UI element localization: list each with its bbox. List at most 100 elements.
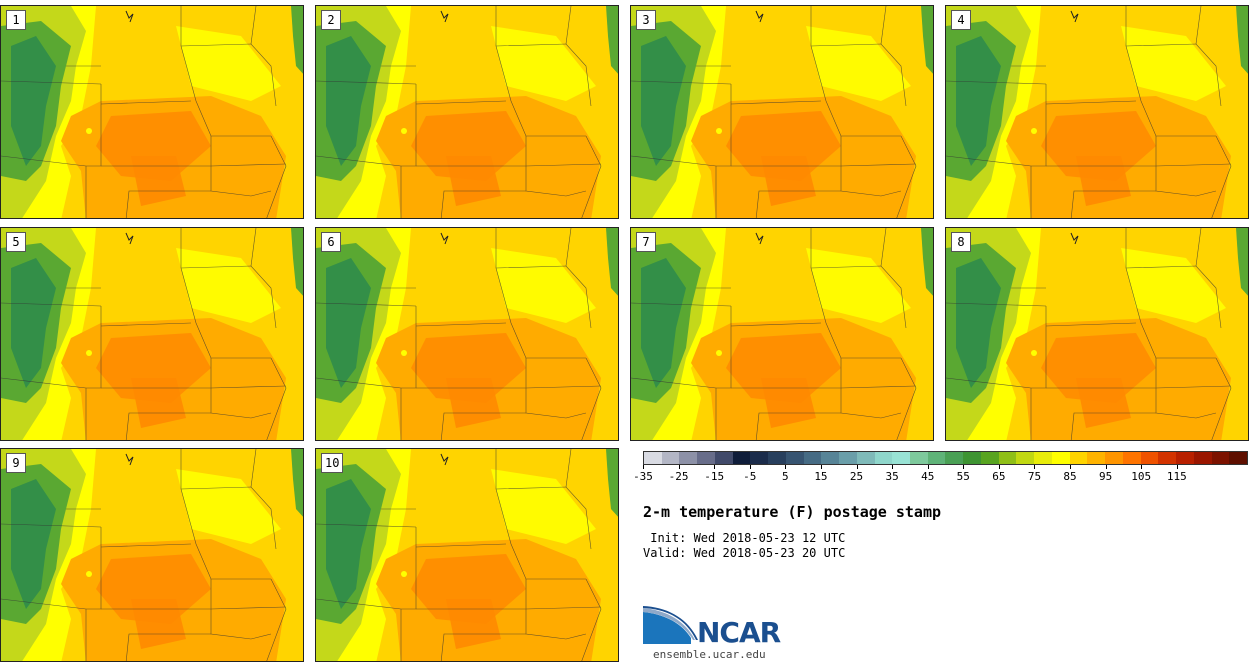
colorbar-tick-label: 55	[956, 470, 970, 483]
colorbar-swatch	[1105, 452, 1123, 464]
colorbar-tick-label: -25	[668, 470, 689, 483]
temperature-map	[316, 228, 618, 440]
colorbar-swatch	[1016, 452, 1035, 464]
temperature-map	[316, 6, 618, 218]
colorbar-swatch	[750, 452, 769, 464]
temperature-map	[946, 228, 1248, 440]
init-time: Init: Wed 2018-05-23 12 UTC	[643, 531, 846, 545]
colorbar-swatch	[945, 452, 964, 464]
colorbar-tick	[963, 465, 965, 469]
colorbar-tick	[856, 465, 858, 469]
colorbar-tick-label: -35	[633, 470, 653, 483]
colorbar-tick-label: 15	[814, 470, 828, 483]
colorbar-swatch	[1034, 452, 1052, 464]
colorbar-tick	[892, 465, 894, 469]
figure-title: 2-m temperature (F) postage stamp	[643, 503, 942, 521]
colorbar-tick-label: 5	[782, 470, 789, 483]
colorbar-swatch	[963, 452, 981, 464]
colorbar-swatch	[1158, 452, 1177, 464]
colorbar-swatch	[1087, 452, 1106, 464]
ensemble-member-map: 7	[630, 227, 934, 441]
member-number-label: 8	[951, 232, 971, 252]
colorbar-swatch	[910, 452, 928, 464]
colorbar-tick-label: 35	[885, 470, 899, 483]
temperature-map	[1, 228, 303, 440]
colorbar-tick-label: 25	[849, 470, 864, 483]
member-number-label: 3	[636, 10, 656, 30]
member-number-label: 6	[321, 232, 341, 252]
colorbar-tick-label: 105	[1131, 470, 1152, 483]
temperature-map	[631, 228, 933, 440]
colorbar-swatch	[785, 452, 804, 464]
colorbar-swatch	[644, 452, 662, 464]
ensemble-member-map: 5	[0, 227, 304, 441]
ncar-wordmark: NCAR	[697, 616, 781, 649]
colorbar-swatch	[732, 452, 751, 464]
ensemble-member-map: 10	[315, 448, 619, 662]
temperature-map	[1, 6, 303, 218]
member-number-label: 4	[951, 10, 971, 30]
ensemble-member-map: 3	[630, 5, 934, 219]
colorbar-swatch	[821, 452, 840, 464]
colorbar-swatch	[1229, 452, 1247, 464]
colorbar-tick-label: 65	[992, 470, 1006, 483]
colorbar-swatch	[803, 452, 822, 464]
member-number-label: 7	[636, 232, 656, 252]
colorbar-swatch	[980, 452, 999, 464]
colorbar-tick	[749, 465, 751, 469]
colorbar-tick	[714, 465, 716, 469]
colorbar-tick-label: 85	[1063, 470, 1077, 483]
ensemble-member-map: 1	[0, 5, 304, 219]
temperature-map	[631, 6, 933, 218]
member-number-label: 1	[6, 10, 26, 30]
colorbar-tick	[785, 465, 787, 469]
colorbar-tick	[1070, 465, 1072, 469]
ensemble-member-map: 9	[0, 448, 304, 662]
colorbar-swatch	[1069, 452, 1088, 464]
member-number-label: 5	[6, 232, 26, 252]
member-number-label: 2	[321, 10, 341, 30]
colorbar-tick	[927, 465, 929, 469]
member-number-label: 10	[321, 453, 344, 473]
colorbar-swatch	[1176, 452, 1194, 464]
colorbar-swatch	[697, 452, 715, 464]
temperature-map	[1, 449, 303, 661]
temperature-map	[946, 6, 1248, 218]
ensemble-member-map: 4	[945, 5, 1249, 219]
member-number-label: 9	[6, 453, 26, 473]
colorbar-swatch	[768, 452, 786, 464]
colorbar-tick	[1034, 465, 1036, 469]
colorbar-tick	[820, 465, 822, 469]
colorbar-swatch	[661, 452, 680, 464]
colorbar-swatch	[856, 452, 875, 464]
colorbar-swatch	[839, 452, 857, 464]
colorbar-swatch	[1140, 452, 1159, 464]
colorbar-tick	[1141, 465, 1143, 469]
colorbar-tick-label: 45	[921, 470, 935, 483]
ensemble-member-map: 6	[315, 227, 619, 441]
colorbar-swatch	[874, 452, 893, 464]
colorbar-swatch	[1122, 452, 1141, 464]
valid-time: Valid: Wed 2018-05-23 20 UTC	[643, 546, 846, 560]
colorbar-swatch	[714, 452, 733, 464]
colorbar-tick	[1105, 465, 1107, 469]
colorbar-tick-label: -5	[743, 470, 757, 483]
ensemble-member-map: 8	[945, 227, 1249, 441]
colorbar-swatch	[1211, 452, 1230, 464]
colorbar-tick-label: -15	[704, 470, 725, 483]
colorbar-swatch	[998, 452, 1017, 464]
ensemble-member-map: 2	[315, 5, 619, 219]
temperature-map	[316, 449, 618, 661]
colorbar-tick	[643, 465, 644, 469]
temperature-colorbar	[643, 451, 1248, 465]
colorbar-swatch	[679, 452, 698, 464]
colorbar-swatch	[1051, 452, 1070, 464]
site-url: ensemble.ucar.edu	[653, 648, 766, 661]
colorbar-swatch	[892, 452, 911, 464]
colorbar-swatch	[927, 452, 946, 464]
colorbar-tick-label: 95	[1099, 470, 1113, 483]
colorbar-tick	[998, 465, 1000, 469]
colorbar-tick	[678, 465, 680, 469]
colorbar-tick-label: 75	[1027, 470, 1042, 483]
